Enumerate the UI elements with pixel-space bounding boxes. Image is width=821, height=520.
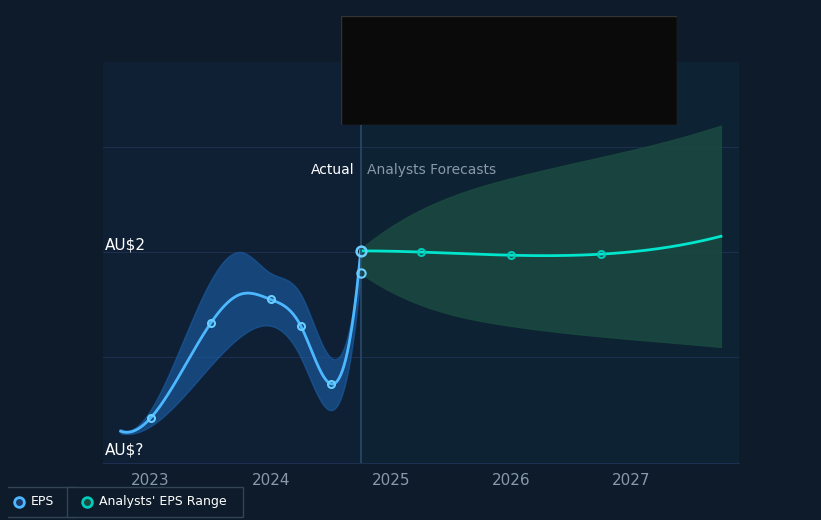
Text: AU$2.011: AU$2.011	[493, 58, 553, 71]
Text: 5 Analysts: 5 Analysts	[493, 104, 557, 117]
Text: Analysts' EPS Range: Analysts' EPS Range	[358, 84, 485, 97]
Bar	[360, 62, 739, 463]
Text: Analysts' EPS Range: Analysts' EPS Range	[99, 495, 226, 509]
Text: AU$?: AU$?	[105, 443, 144, 458]
FancyBboxPatch shape	[67, 487, 243, 517]
Text: Sep 30 2024: Sep 30 2024	[358, 25, 450, 38]
Text: EPS: EPS	[31, 495, 54, 509]
FancyBboxPatch shape	[0, 487, 76, 517]
Text: EPS: EPS	[358, 58, 381, 71]
Text: AU$2: AU$2	[105, 237, 146, 252]
Text: Analysts Forecasts: Analysts Forecasts	[367, 163, 496, 176]
Bar	[103, 62, 360, 463]
Text: AU$1.799 - AU$2.030: AU$1.799 - AU$2.030	[493, 84, 615, 97]
Text: Actual: Actual	[311, 163, 355, 176]
FancyBboxPatch shape	[341, 16, 677, 125]
